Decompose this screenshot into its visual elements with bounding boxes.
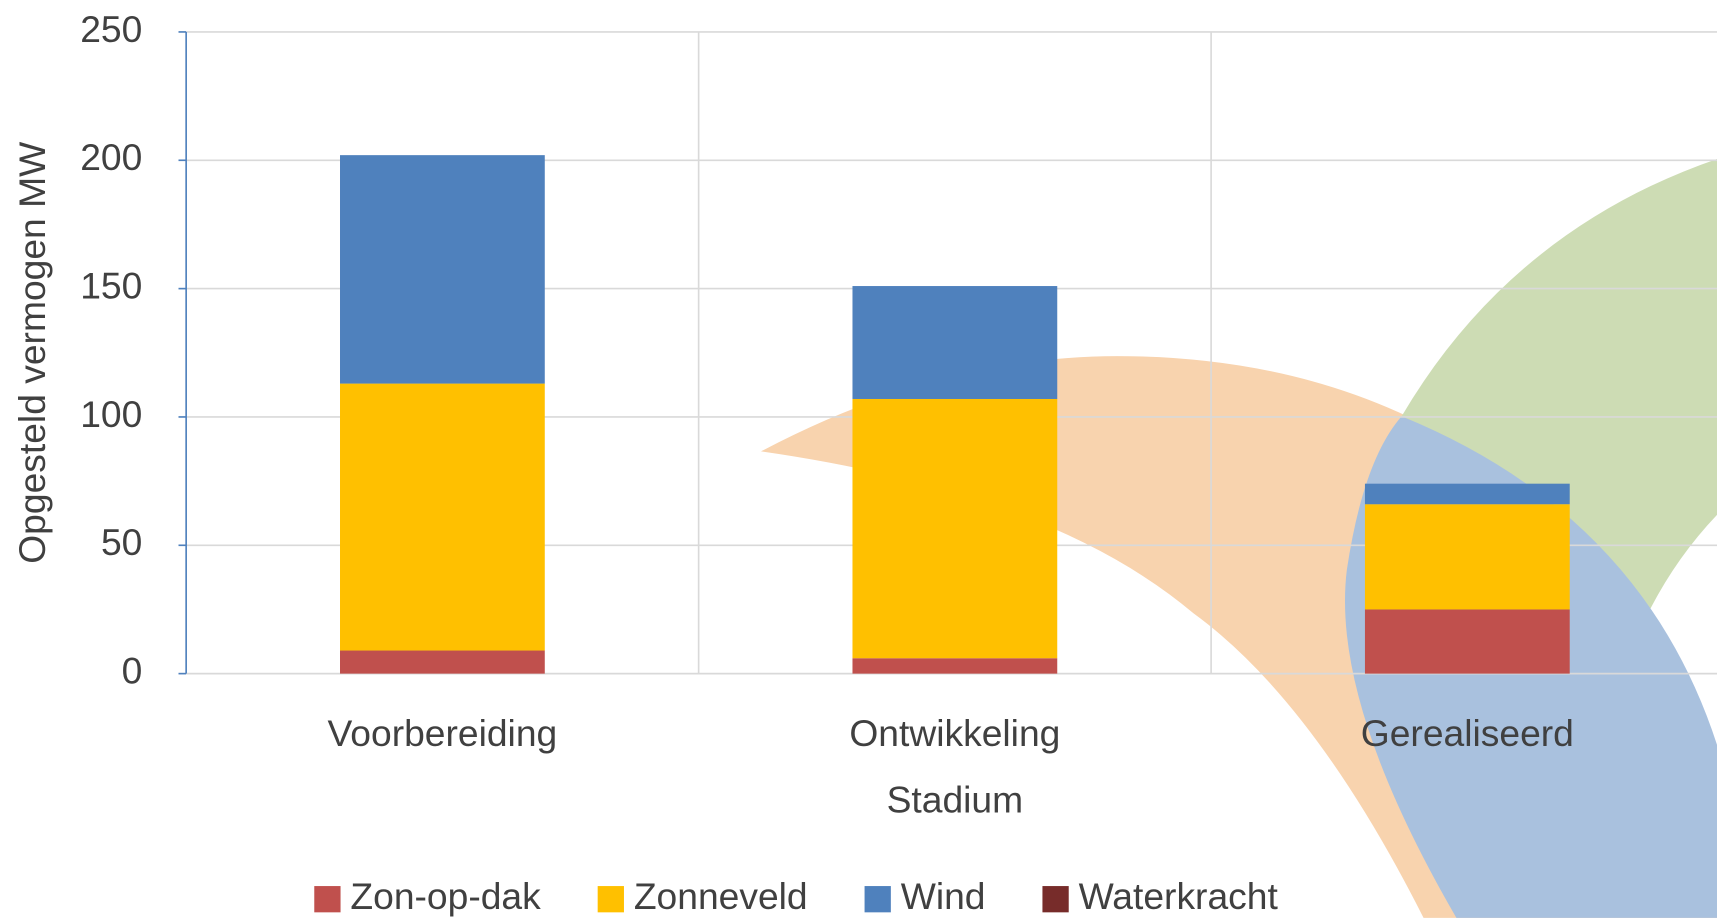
bar-segment (340, 383, 545, 651)
legend-swatch (314, 886, 341, 913)
y-tick-label: 250 (80, 8, 142, 50)
bar-segment (1364, 483, 1570, 505)
bar-segment (340, 155, 545, 384)
bar-segment (852, 398, 1058, 659)
legend-label: Zon-op-dak (350, 875, 541, 917)
bar-segment (852, 286, 1058, 399)
y-axis-title: Opgesteld vermogen MW (11, 142, 53, 564)
legend-swatch (864, 886, 891, 913)
legend-swatch (1042, 886, 1069, 913)
bar-segment (1364, 504, 1570, 610)
x-tick-label: Gerealiseerd (1361, 712, 1574, 754)
bar-segment (1364, 609, 1570, 674)
x-axis-title: Stadium (887, 779, 1024, 821)
bar-segment (340, 650, 545, 674)
y-tick-label: 100 (80, 393, 142, 435)
y-tick-label: 50 (101, 521, 142, 563)
y-tick-label: 150 (80, 264, 142, 306)
y-tick-label: 0 (122, 649, 143, 691)
green-swoosh (1401, 158, 1717, 614)
y-tick-label: 200 (80, 136, 142, 178)
legend-label: Wind (901, 875, 986, 917)
legend-swatch (597, 886, 624, 913)
x-tick-label: Ontwikkeling (849, 712, 1060, 754)
x-tick-label: Voorbereiding (328, 712, 558, 754)
legend-label: Waterkracht (1079, 875, 1279, 917)
bar-segment (852, 658, 1058, 674)
legend-label: Zonneveld (634, 875, 808, 917)
